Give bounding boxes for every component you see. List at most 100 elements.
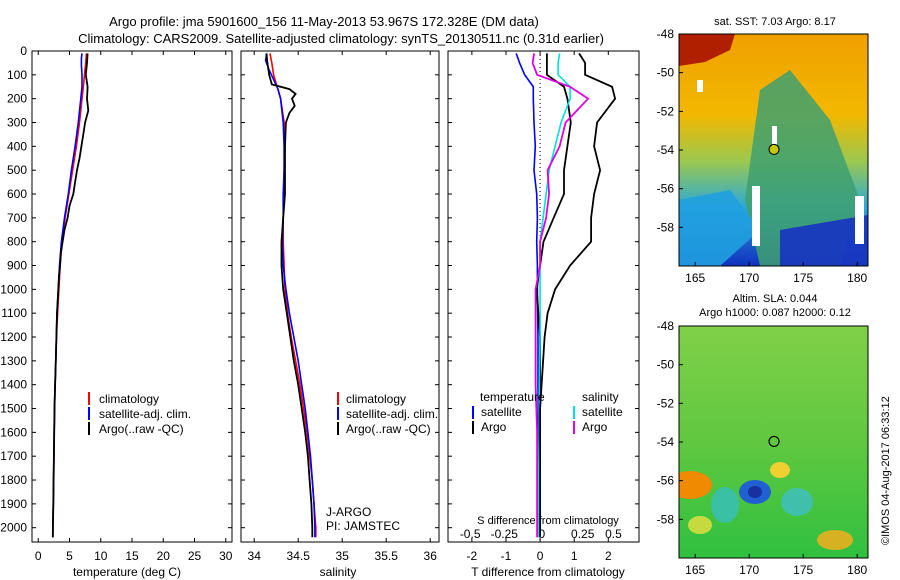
sla-map-title: Altim. SLA: 0.044 [733, 293, 818, 305]
depth-tick-label: 1800 [0, 473, 27, 487]
x-tick-label: 36 [424, 549, 438, 563]
temperature-axes [31, 50, 233, 543]
map-y-tick-label: -50 [657, 358, 675, 372]
sst-green-tongue [745, 70, 860, 266]
depth-tick-label: 1700 [0, 449, 27, 463]
temperature-xlabel: temperature (deg C) [73, 565, 181, 579]
legend-title-temperature: temperature [480, 390, 545, 404]
map-x-tick-label: 180 [847, 271, 867, 285]
map-x-tick-label: 175 [793, 563, 813, 577]
depth-tick-label: 800 [7, 235, 27, 249]
sla-yellow-patch [817, 530, 853, 550]
depth-tick-label: 1100 [1, 306, 27, 320]
sst-map-ticks: 165 170 175 180 -48 -50 -52 -54 -56 -58 [657, 27, 868, 285]
legend-title-salinity: salinity [582, 390, 619, 404]
difference-legend: temperature satellite Argo salinity sate… [472, 390, 623, 434]
sst-blue-region [679, 190, 760, 266]
sst-map-title: sat. SST: 7.03 Argo: 8.17 [714, 16, 836, 28]
legend-label-climatology: climatology [99, 392, 159, 406]
depth-tick-label: 600 [7, 187, 27, 201]
x-axes-ticks: 0 5 10 15 20 25 30 34 34.5 35 35.5 36 -2 -1 0 1 2 -0.5 -0.… [35, 51, 622, 563]
sla-map-subtitle: Argo h1000: 0.087 h2000: 0.12 [699, 307, 851, 319]
depth-tick-label: 700 [7, 211, 27, 225]
map-x-tick-label: 165 [685, 271, 705, 285]
map-y-tick-label: -54 [657, 435, 675, 449]
map-y-tick-label: -54 [657, 143, 675, 157]
map-y-tick-label: -48 [657, 27, 675, 41]
sla-cyan-eddy [711, 487, 739, 523]
x-tick-label: 10 [94, 549, 108, 563]
map-x-tick-label: 170 [739, 563, 759, 577]
x-tick-label: 0 [35, 549, 42, 563]
legend-label-satellite: satellite-adj. clim. [346, 407, 438, 421]
depth-tick-label: 1200 [0, 330, 27, 344]
legend-label-satellite: satellite-adj. clim. [99, 407, 191, 421]
legend-label-s-argo: Argo [582, 420, 608, 434]
sst-warm-patch [679, 34, 735, 66]
x-tick-label: 34.5 [287, 549, 311, 563]
x-tick-label: 15 [125, 549, 139, 563]
depth-tick-label: 1900 [0, 497, 27, 511]
legend-label-argo: Argo(..raw -QC) [346, 422, 431, 436]
map-y-tick-label: -50 [657, 66, 675, 80]
x-tick-label-secondary: 0.5 [605, 527, 622, 541]
legend-label-t-argo: Argo [481, 420, 507, 434]
sst-profile-marker [768, 143, 780, 155]
annotation-pi-jamstec: PI: JAMSTEC [326, 519, 400, 533]
legend-label-t-satellite: satellite [481, 405, 522, 419]
depth-tick-label: 1000 [0, 282, 27, 296]
map-y-tick-label: -48 [657, 319, 675, 333]
sst-no-data-gap [855, 196, 864, 244]
sla-map-image [679, 326, 868, 558]
depth-tick-label: 500 [7, 163, 27, 177]
series-salinity-argo [531, 53, 590, 538]
sst-dark-blue-region [780, 215, 868, 266]
sla-yellow-patch [770, 462, 790, 478]
depth-tick-label: 2000 [0, 521, 27, 535]
sla-yellow-patch [688, 516, 712, 534]
x-tick-label-secondary: 0 [538, 527, 545, 541]
sst-no-data-gap [697, 80, 703, 92]
sla-dark-eddy-core [748, 486, 762, 498]
title-line-2: Climatology: CARS2009. Satellite-adjuste… [78, 31, 604, 46]
series-argo-raw-qc- [51, 53, 90, 538]
legend-label-climatology: climatology [346, 392, 406, 406]
map-y-tick-label: -52 [657, 104, 675, 118]
x-tick-label: 2 [605, 549, 612, 563]
x-tick-label: 30 [219, 549, 233, 563]
title-line-1: Argo profile: jma 5901600_156 11-May-201… [109, 14, 539, 29]
map-y-tick-label: -52 [657, 396, 675, 410]
series-argo-raw-qc- [265, 53, 314, 538]
x-tick-label: 1 [571, 549, 578, 563]
annotation-j-argo: J-ARGO [326, 505, 371, 519]
map-y-tick-label: -56 [657, 182, 675, 196]
x-tick-label: -2 [467, 549, 478, 563]
difference-axes [447, 50, 640, 543]
sla-map-ticks: 165 170 175 180 -48 -50 -52 -54 -56 -58 [657, 319, 868, 577]
series-satellite-adj-clim- [264, 53, 316, 538]
map-y-tick-label: -56 [657, 474, 675, 488]
sla-orange-eddy [679, 471, 712, 499]
salinity-xlabel: salinity [320, 565, 357, 579]
depth-tick-label: 300 [7, 116, 27, 130]
legend-label-argo: Argo(..raw -QC) [99, 422, 184, 436]
temperature-legend: climatology satellite-adj. clim. Argo(..… [88, 392, 191, 436]
x-tick-label: 35.5 [375, 549, 399, 563]
sst-no-data-gap [752, 186, 760, 246]
map-y-tick-label: -58 [657, 512, 675, 526]
sla-cyan-eddy [781, 488, 813, 516]
map-x-tick-label: 165 [685, 563, 705, 577]
map-x-tick-label: 170 [739, 271, 759, 285]
x-tick-label: 5 [66, 549, 73, 563]
depth-axis: 0 100 200 300 400 500 600 700 800 900 1000 1100 1200… [0, 44, 639, 535]
difference-xlabel2: S difference from climatology [477, 515, 619, 527]
credit-text: ©IMOS 04-Aug-2017 06:33:12 [880, 396, 892, 545]
x-tick-label-secondary: -0.5 [460, 527, 481, 541]
x-tick-label: 20 [157, 549, 171, 563]
sst-no-data-gap [772, 126, 777, 152]
x-tick-label: 35 [336, 549, 350, 563]
map-y-tick-label: -58 [657, 220, 675, 234]
x-tick-label: 0 [537, 549, 544, 563]
legend-label-s-satellite: satellite [582, 405, 623, 419]
